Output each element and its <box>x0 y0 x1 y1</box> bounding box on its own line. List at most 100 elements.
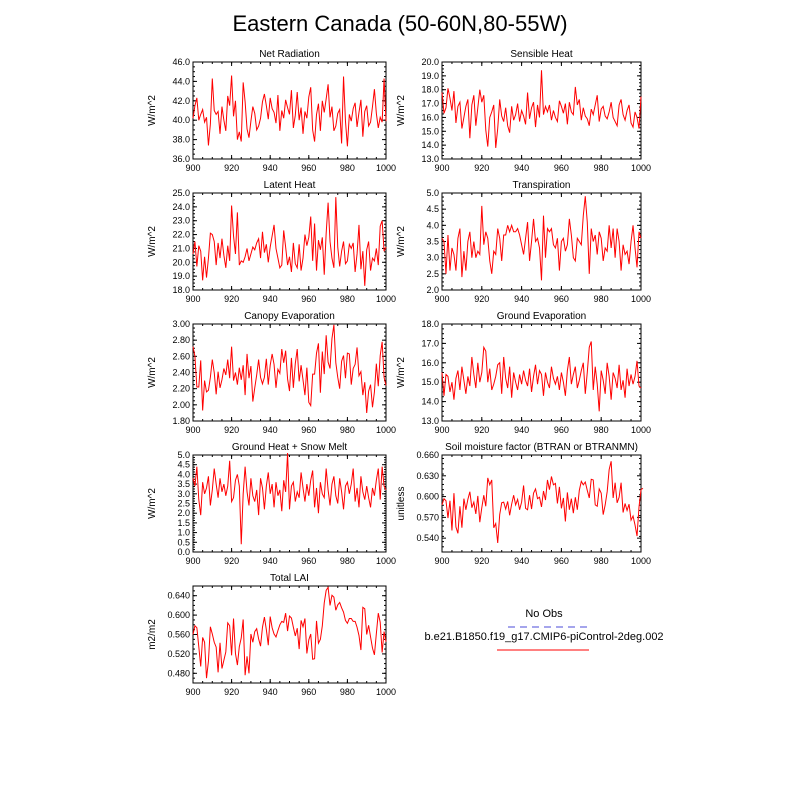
x-tick-label: 980 <box>594 163 609 173</box>
x-tick-label: 960 <box>301 687 316 697</box>
y-tick-label: 0.0 <box>177 547 190 557</box>
series-line <box>441 461 644 544</box>
y-tick-label: 16.0 <box>421 358 439 368</box>
x-tick-label: 1000 <box>376 556 396 566</box>
plot-frame <box>441 323 642 422</box>
x-tick-label: 940 <box>263 163 278 173</box>
y-tick-label: 3.5 <box>177 479 190 489</box>
y-tick-label: 1.0 <box>177 528 190 538</box>
y-axis-label: W/m^2 <box>147 357 158 388</box>
x-tick-label: 980 <box>594 294 609 304</box>
y-tick-label: 25.0 <box>172 188 190 198</box>
y-tick-label: 13.0 <box>421 154 439 164</box>
y-axis-label: W/m^2 <box>396 226 407 257</box>
y-tick-label: 0.560 <box>167 630 190 640</box>
x-tick-label: 1000 <box>631 425 651 435</box>
x-tick-label: 960 <box>301 294 316 304</box>
y-tick-label: 15.0 <box>421 126 439 136</box>
x-tick-label: 1000 <box>631 163 651 173</box>
y-tick-label: 2.0 <box>177 508 190 518</box>
y-tick-label: 18.0 <box>172 285 190 295</box>
x-tick-label: 940 <box>514 294 529 304</box>
x-tick-label: 1000 <box>631 294 651 304</box>
y-tick-label: 4.0 <box>426 220 439 230</box>
x-tick-label: 980 <box>594 425 609 435</box>
series-line <box>192 586 387 679</box>
y-axis-label: m2/m2 <box>147 619 158 650</box>
x-tick-label: 920 <box>224 294 239 304</box>
y-tick-label: 40.0 <box>172 115 190 125</box>
y-tick-label: 0.630 <box>416 471 439 481</box>
x-tick-label: 900 <box>185 163 200 173</box>
y-axis-label: unitless <box>396 487 407 521</box>
x-tick-label: 900 <box>185 425 200 435</box>
panel-2: Latent Heat 900 920 940 960 980 1000 18.0 19.0 20… <box>147 180 396 304</box>
y-tick-label: 46.0 <box>172 57 190 67</box>
y-tick-label: 19.0 <box>421 71 439 81</box>
y-tick-label: 36.0 <box>172 154 190 164</box>
x-tick-label: 1000 <box>631 556 651 566</box>
x-tick-label: 940 <box>514 556 529 566</box>
x-tick-label: 980 <box>340 294 355 304</box>
y-tick-label: 21.0 <box>172 243 190 253</box>
y-tick-label: 17.0 <box>421 338 439 348</box>
y-tick-label: 2.40 <box>172 368 190 378</box>
series-line <box>192 197 387 286</box>
series-line <box>441 196 642 281</box>
x-tick-label: 920 <box>224 163 239 173</box>
x-tick-label: 1000 <box>376 425 396 435</box>
y-tick-label: 0.5 <box>177 537 190 547</box>
panel-title: Sensible Heat <box>510 49 572 60</box>
x-tick-label: 960 <box>301 556 316 566</box>
y-tick-label: 0.600 <box>167 610 190 620</box>
x-tick-label: 940 <box>263 687 278 697</box>
x-tick-label: 960 <box>554 163 569 173</box>
y-tick-label: 0.480 <box>167 668 190 678</box>
panel-3: Transpiration 900 920 940 960 980 1000 2.0 2.5 3.… <box>396 180 651 304</box>
panel-title: Net Radiation <box>259 49 320 60</box>
figure-title: Eastern Canada (50-60N,80-55W) <box>232 11 567 36</box>
panel-7: Soil moisture factor (BTRAN or BTRANMN) 9… <box>396 442 651 566</box>
x-tick-label: 900 <box>434 556 449 566</box>
y-tick-label: 22.0 <box>172 230 190 240</box>
panel-title: Ground Evaporation <box>497 311 587 322</box>
x-tick-label: 920 <box>224 425 239 435</box>
x-tick-label: 980 <box>340 687 355 697</box>
y-tick-label: 17.0 <box>421 99 439 109</box>
x-tick-label: 920 <box>224 556 239 566</box>
y-tick-label: 4.0 <box>177 469 190 479</box>
y-tick-label: 0.570 <box>416 512 439 522</box>
x-tick-label: 940 <box>263 556 278 566</box>
y-tick-label: 4.5 <box>426 204 439 214</box>
y-tick-label: 20.0 <box>172 257 190 267</box>
y-tick-label: 14.0 <box>421 140 439 150</box>
y-tick-label: 42.0 <box>172 96 190 106</box>
x-tick-label: 900 <box>185 294 200 304</box>
y-tick-label: 14.0 <box>421 397 439 407</box>
x-tick-label: 960 <box>554 556 569 566</box>
x-tick-label: 900 <box>434 425 449 435</box>
chart-panels: Net Radiation 900 920 940 960 980 1000 36.0 38.0… <box>147 49 651 697</box>
panel-title: Total LAI <box>270 573 309 584</box>
x-tick-label: 900 <box>185 556 200 566</box>
y-tick-label: 2.80 <box>172 335 190 345</box>
series-line <box>192 453 387 545</box>
y-tick-label: 0.600 <box>416 492 439 502</box>
panel-4: Canopy Evaporation 900 920 940 960 980 1000 1.8… <box>147 311 396 435</box>
y-tick-label: 1.5 <box>177 518 190 528</box>
y-tick-label: 0.640 <box>167 591 190 601</box>
y-axis-label: W/m^2 <box>396 357 407 388</box>
panel-0: Net Radiation 900 920 940 960 980 1000 36.0 38.0… <box>147 49 396 173</box>
x-tick-label: 940 <box>263 425 278 435</box>
x-tick-label: 920 <box>474 425 489 435</box>
y-axis-label: W/m^2 <box>147 95 158 126</box>
x-tick-label: 940 <box>263 294 278 304</box>
panel-5: Ground Evaporation 900 920 940 960 980 1000 13.… <box>396 311 651 435</box>
series-line <box>192 75 387 147</box>
x-tick-label: 920 <box>224 687 239 697</box>
x-tick-label: 900 <box>185 687 200 697</box>
x-tick-label: 960 <box>301 425 316 435</box>
x-tick-label: 1000 <box>376 163 396 173</box>
x-tick-label: 920 <box>474 294 489 304</box>
